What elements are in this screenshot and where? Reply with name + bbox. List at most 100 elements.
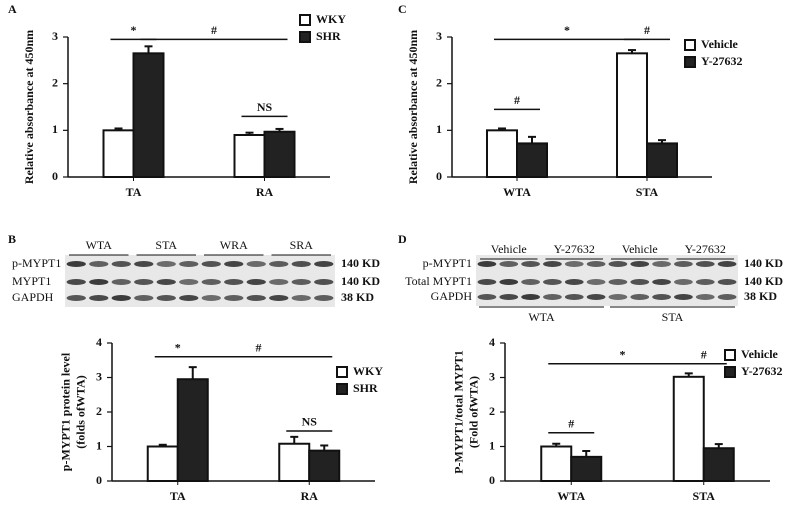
blot-size-label: 38 KD	[744, 289, 777, 303]
blot-band	[586, 279, 606, 285]
blot-band	[521, 261, 540, 267]
y-tick-label: 2	[436, 75, 442, 89]
blot-band	[224, 261, 244, 267]
blot-band	[269, 295, 289, 301]
blot-band	[630, 261, 650, 267]
panel-label: A	[8, 2, 17, 16]
legend-swatch	[724, 349, 736, 361]
bar	[233, 134, 266, 178]
x-tick-label: RA	[256, 185, 274, 199]
blot-band	[179, 279, 199, 285]
legend-swatch	[724, 366, 736, 378]
blot-band	[586, 261, 606, 267]
y-tick-label: 0	[489, 473, 495, 487]
blot-column-label: Vehicle	[622, 242, 658, 256]
significance-label: #	[514, 93, 520, 107]
blot-band	[291, 261, 311, 267]
blot-band	[246, 295, 266, 301]
legend-label: WKY	[353, 364, 383, 378]
blot-row-label: p-MYPT1	[12, 256, 61, 270]
panel-label: D	[398, 232, 407, 246]
blot-band	[717, 279, 737, 285]
blot-band	[608, 261, 628, 267]
blot-band	[201, 261, 221, 267]
blot-band	[564, 279, 584, 285]
y-axis-label: (Fold ofWTA)	[466, 376, 480, 448]
legend-label: Vehicle	[741, 347, 779, 361]
significance-label: #	[644, 23, 650, 37]
significance-label: #	[701, 347, 707, 361]
blot-band	[314, 279, 334, 285]
x-tick-label: RA	[301, 489, 319, 503]
blot-band	[499, 294, 519, 300]
significance-label: *	[175, 341, 181, 355]
blot-band	[201, 279, 221, 285]
y-axis-label: Relative absorbance at 450nm	[406, 30, 420, 184]
legend-label: Y-27632	[701, 54, 743, 68]
blot-column-label: WRA	[220, 238, 248, 252]
legend-label: SHR	[316, 29, 341, 43]
blot-band	[521, 294, 540, 300]
blot-band	[674, 294, 693, 300]
panel-label: B	[8, 232, 16, 246]
blot-band	[630, 294, 650, 300]
y-tick-label: 0	[436, 169, 442, 183]
blot-band	[630, 279, 650, 285]
blot-band	[156, 261, 176, 267]
blot-size-label: 38 KD	[341, 290, 374, 304]
blot-column-label: Y-27632	[554, 242, 595, 256]
panel-label: C	[398, 2, 407, 16]
bar	[176, 378, 209, 483]
blot-band	[674, 261, 693, 267]
blot-band	[111, 279, 131, 285]
y-axis-label: p-MYPT1 protein level	[58, 352, 72, 471]
bar	[646, 142, 678, 178]
blot-band	[291, 295, 311, 301]
blot-band	[111, 295, 131, 301]
bar	[616, 52, 648, 178]
blot-band	[224, 295, 244, 301]
bar	[278, 442, 311, 482]
blot-band	[564, 294, 584, 300]
y-tick-label: 4	[489, 335, 495, 349]
bar	[486, 129, 518, 178]
y-tick-label: 1	[489, 438, 495, 452]
blot-band	[66, 261, 86, 267]
y-tick-label: 3	[436, 29, 442, 43]
legend-swatch	[684, 39, 696, 51]
significance-label: #	[211, 23, 217, 37]
blot-band	[156, 295, 176, 301]
blot-band	[477, 279, 497, 285]
blot-row-label: GAPDH	[12, 290, 54, 304]
blot-band	[246, 279, 266, 285]
legend-label: Vehicle	[701, 37, 739, 51]
blot-band	[89, 279, 109, 285]
blot-band	[543, 261, 562, 267]
y-tick-label: 1	[52, 122, 58, 136]
blot-band	[499, 261, 519, 267]
legend-label: Y-27632	[741, 364, 783, 378]
blot-group-label: WTA	[528, 310, 555, 324]
blot-band	[89, 261, 109, 267]
blot-band	[564, 261, 584, 267]
blot-band	[521, 279, 540, 285]
x-tick-label: STA	[693, 489, 716, 503]
bar	[102, 129, 135, 178]
legend-swatch	[336, 366, 348, 378]
blot-band	[477, 294, 497, 300]
legend-swatch	[299, 14, 311, 26]
legend-swatch	[684, 56, 696, 68]
blot-band	[66, 279, 86, 285]
significance-label: NS	[257, 100, 273, 114]
blot-column-label: WTA	[86, 238, 113, 252]
blot-band	[695, 294, 715, 300]
blot-band	[717, 261, 737, 267]
blot-band	[695, 279, 715, 285]
blot-size-label: 140 KD	[341, 256, 380, 270]
blot-row-label: GAPDH	[431, 289, 473, 303]
blot-band	[201, 295, 221, 301]
legend-label: SHR	[353, 381, 378, 395]
blot-size-label: 140 KD	[744, 274, 783, 288]
y-tick-label: 0	[96, 473, 102, 487]
